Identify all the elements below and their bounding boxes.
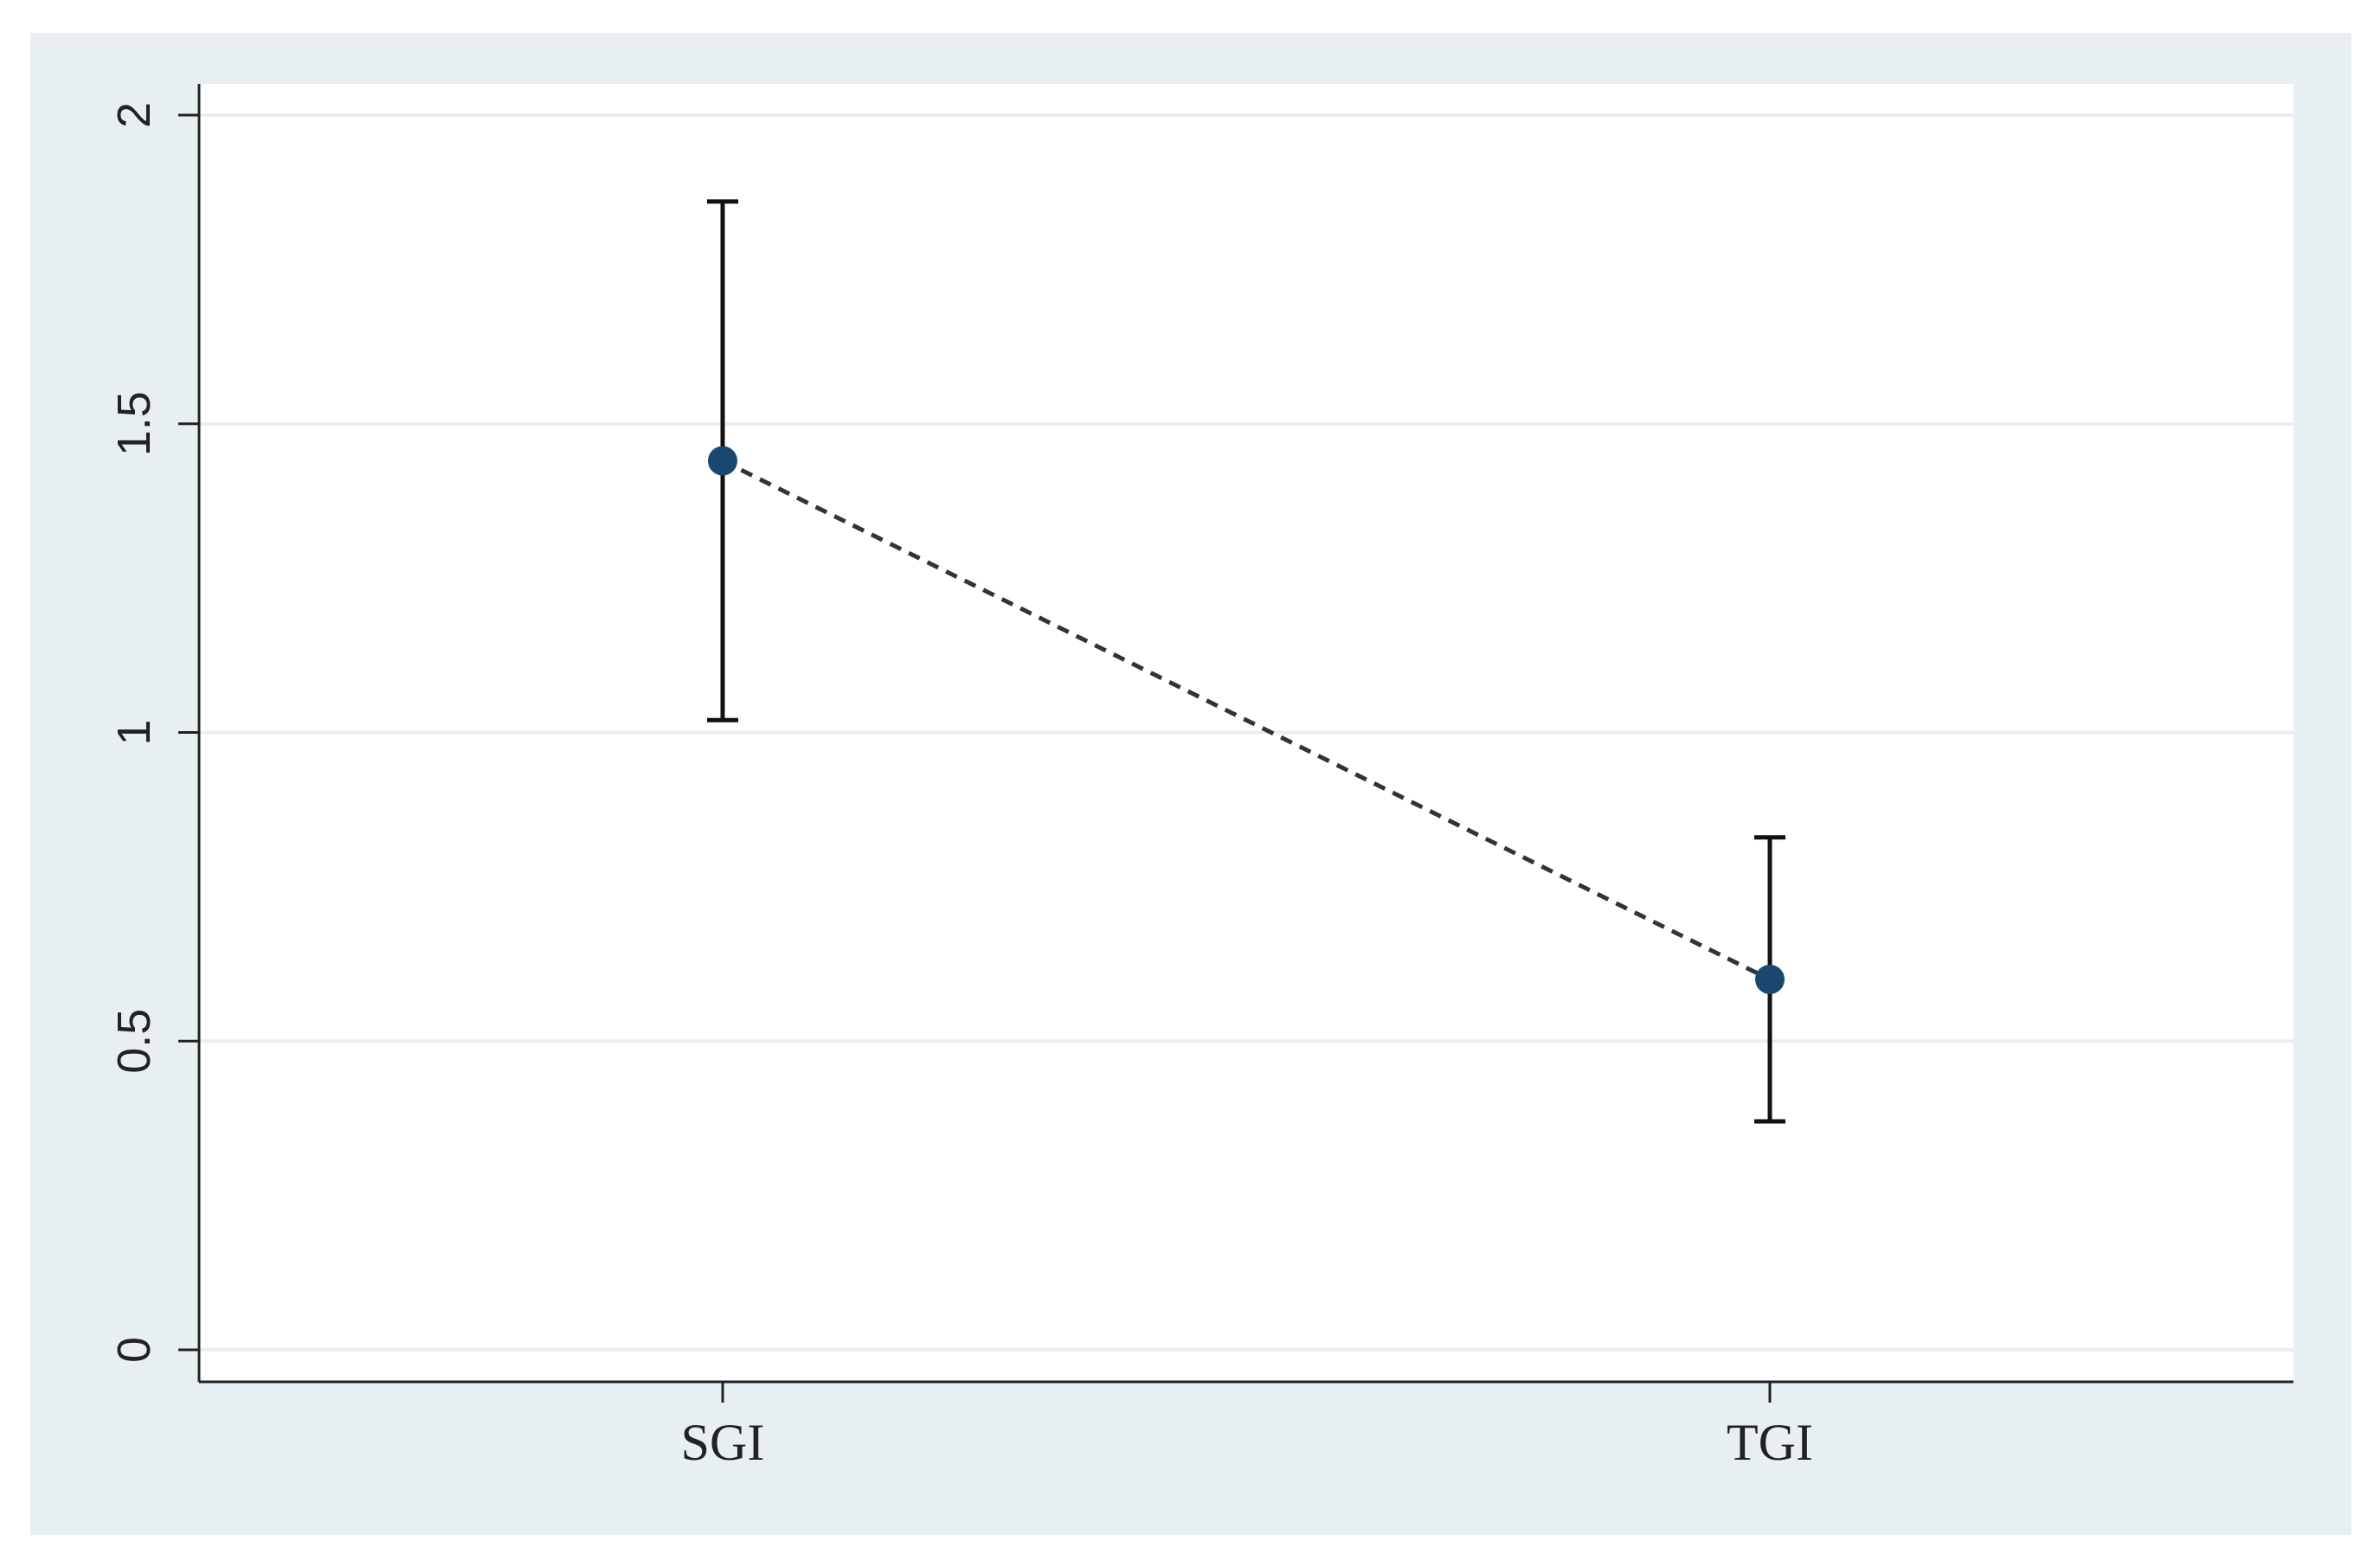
- y-tick-label: 0: [108, 1337, 160, 1363]
- gridlines: [199, 113, 2293, 1352]
- series: [707, 199, 1785, 1124]
- y-tick-label: 0.5: [108, 1009, 160, 1074]
- point-tgi: [1755, 964, 1785, 994]
- point-sgi: [708, 446, 737, 476]
- x-tick-label-tgi: TGI: [1727, 1414, 1813, 1471]
- y-axis: 0 0.5 1 1.5 2: [108, 84, 201, 1382]
- connector-line: [721, 459, 1772, 982]
- y-tick-label: 2: [108, 102, 160, 128]
- x-axis: SGI TGI: [199, 1380, 2293, 1471]
- x-tick-label-sgi: SGI: [681, 1414, 765, 1471]
- y-tick-label: 1: [108, 719, 160, 745]
- y-tick-label: 1.5: [108, 391, 160, 456]
